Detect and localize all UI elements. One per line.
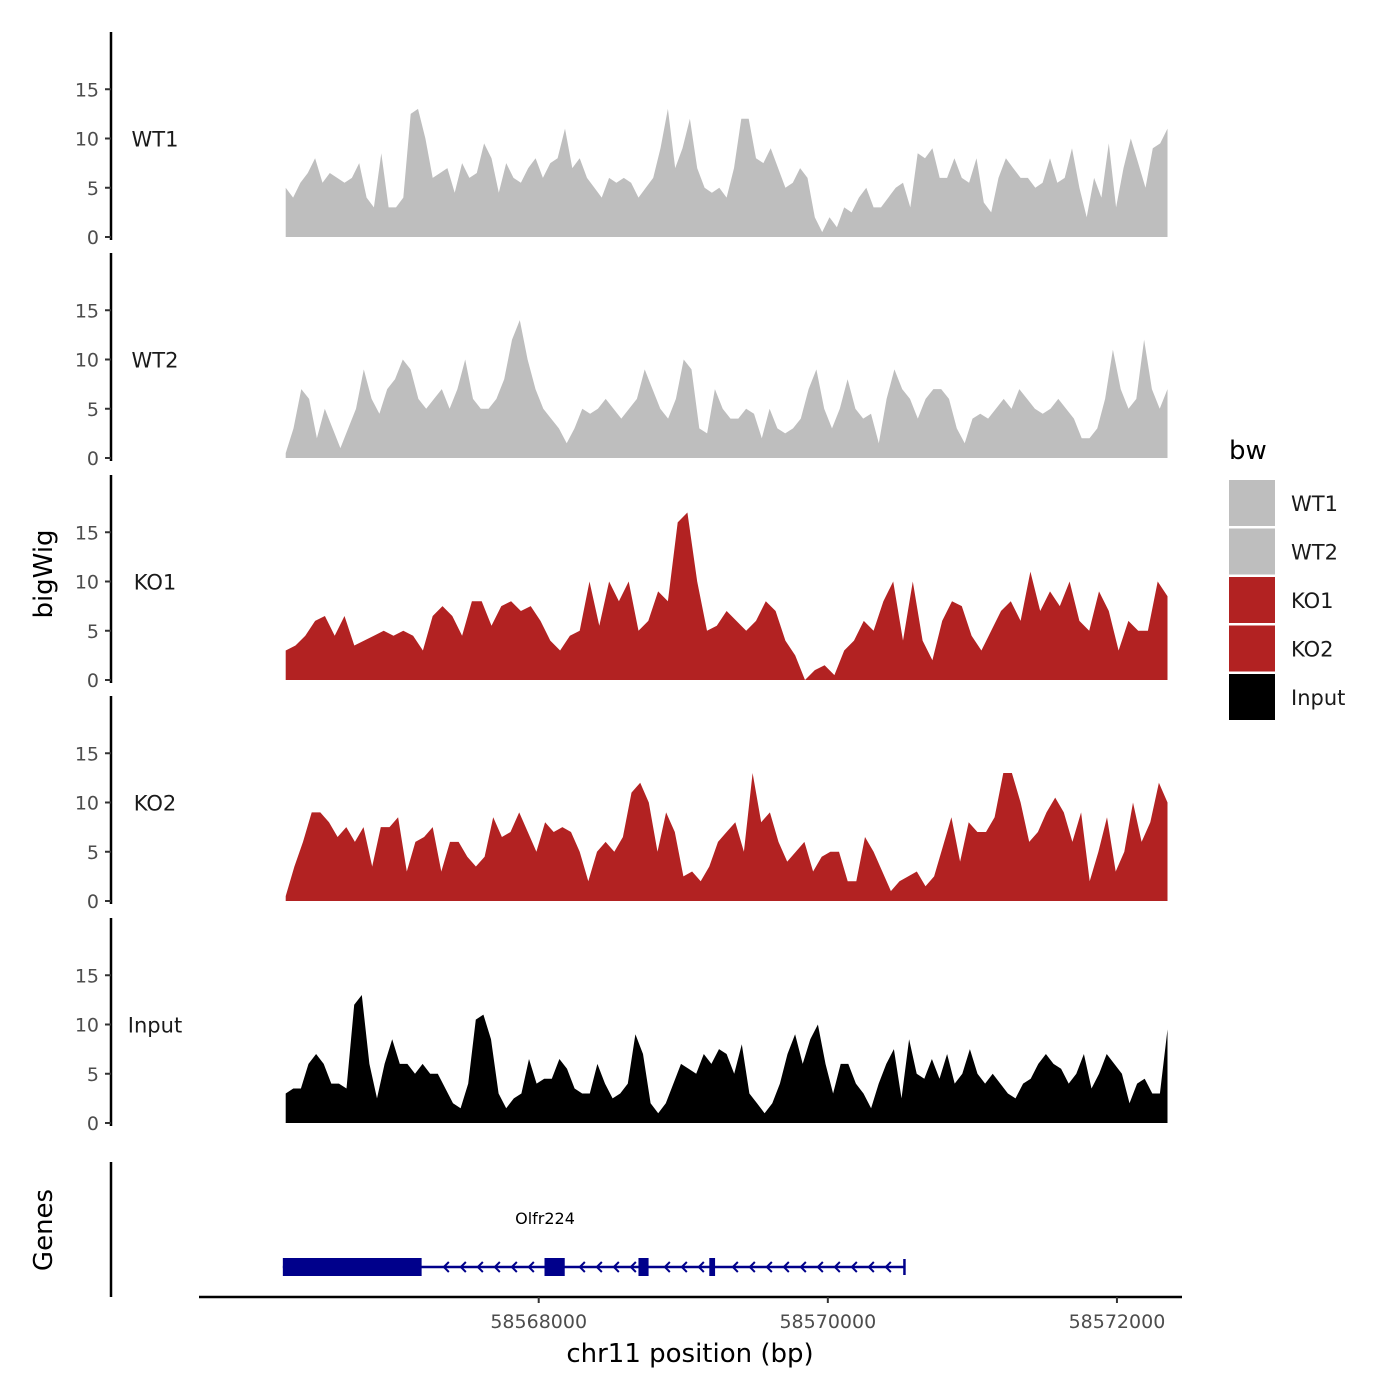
legend-swatch-wt2 (1229, 528, 1275, 575)
track-input: 0 5 10 15 Input (75, 918, 1168, 1135)
y-tick-label-input-10: 10 (75, 1015, 99, 1037)
y-tick-label-input-0: 0 (87, 1113, 99, 1135)
strand-chevron (816, 1261, 824, 1273)
strand-chevron (578, 1261, 586, 1273)
strand-chevron (782, 1261, 790, 1273)
y-tick-label-ko1-5: 5 (87, 621, 99, 643)
x-axis-ticks: 58568000 58570000 58572000 (490, 1297, 1165, 1333)
legend-label-input: Input (1291, 686, 1345, 710)
area-input (285, 995, 1168, 1123)
track-label-wt2: WT2 (132, 349, 179, 373)
legend: WT1 WT2 KO1 KO2 Input (1229, 480, 1345, 720)
legend-label-ko1: KO1 (1291, 589, 1334, 613)
y-tick-label-ko2-10: 10 (75, 793, 99, 815)
legend-swatch-input (1229, 674, 1275, 720)
strand-chevron (697, 1261, 705, 1273)
y-tick-label-wt2-5: 5 (87, 399, 99, 421)
track-label-input: Input (128, 1014, 182, 1038)
gene-exon-4 (709, 1258, 716, 1276)
track-label-ko1: KO1 (134, 571, 177, 595)
track-ko1: 0 5 10 15 KO1 (75, 475, 1168, 692)
y-tick-label-ko2-15: 15 (75, 743, 99, 765)
legend-swatch-ko1 (1229, 577, 1275, 623)
strand-chevron (510, 1261, 518, 1273)
y-tick-label-wt1-10: 10 (75, 129, 99, 151)
gene-label: Olfr224 (515, 1209, 575, 1228)
track-wt1: 0 5 10 15 WT1 (75, 32, 1168, 249)
gene-exon-3 (638, 1258, 649, 1276)
track-ko2: 0 5 10 15 KO2 (75, 696, 1168, 913)
legend-swatch-ko2 (1229, 625, 1275, 672)
strand-chevron (833, 1261, 841, 1273)
strand-chevron (527, 1261, 535, 1273)
x-tick-label-58570000: 58570000 (779, 1311, 876, 1333)
strand-chevron (442, 1261, 450, 1273)
gene-exon-2 (544, 1258, 565, 1276)
y-tick-label-wt1-15: 15 (75, 79, 99, 101)
strand-chevron (731, 1261, 739, 1273)
y-tick-label-ko1-0: 0 (87, 670, 99, 692)
y-tick-label-wt1-5: 5 (87, 178, 99, 200)
y-tick-label-input-5: 5 (87, 1064, 99, 1086)
track-wt2: 0 5 10 15 WT2 (75, 253, 1168, 470)
x-tick-label-58568000: 58568000 (490, 1311, 587, 1333)
strand-chevron (629, 1261, 637, 1273)
y-tick-label-ko1-10: 10 (75, 572, 99, 594)
track-label-wt1: WT1 (132, 128, 179, 152)
strand-chevron (799, 1261, 807, 1273)
strand-chevron (459, 1261, 467, 1273)
strand-chevron (595, 1261, 603, 1273)
gene-track (282, 1258, 906, 1276)
y-tick-label-wt2-0: 0 (87, 448, 99, 470)
gene-exon-1 (282, 1258, 422, 1276)
x-axis-title: chr11 position (bp) (566, 1339, 813, 1369)
legend-label-wt2: WT2 (1291, 541, 1338, 565)
legend-label-wt1: WT1 (1291, 492, 1338, 516)
strand-chevron (493, 1261, 501, 1273)
y-tick-label-input-15: 15 (75, 965, 99, 987)
area-ko2 (285, 773, 1168, 901)
y-tick-label-wt2-15: 15 (75, 300, 99, 322)
x-tick-label-58572000: 58572000 (1069, 1311, 1166, 1333)
legend-title: bw (1229, 436, 1267, 466)
strand-chevron (680, 1261, 688, 1273)
y-tick-label-wt2-10: 10 (75, 350, 99, 372)
tracks-layer: 0 5 10 15 WT1 0 5 10 15 WT2 0 5 10 15 KO1 0 5 10 15 KO2 0 5 10… (75, 32, 1168, 1135)
area-ko1 (285, 512, 1168, 680)
legend-swatch-wt1 (1229, 480, 1275, 526)
area-wt1 (285, 108, 1168, 238)
area-wt2 (285, 320, 1168, 458)
y-tick-label-wt1-0: 0 (87, 227, 99, 249)
y-axis-title-genes: Genes (29, 1189, 59, 1271)
strand-chevron (765, 1261, 773, 1273)
strand-chevron (884, 1261, 892, 1273)
y-axis-title-bigwig: bigWig (29, 529, 59, 618)
strand-chevron (476, 1261, 484, 1273)
legend-label-ko2: KO2 (1291, 638, 1334, 662)
strand-chevron (850, 1261, 858, 1273)
track-label-ko2: KO2 (134, 792, 177, 816)
strand-chevron (867, 1261, 875, 1273)
y-tick-label-ko1-15: 15 (75, 522, 99, 544)
strand-chevron (663, 1261, 671, 1273)
strand-chevron (612, 1261, 620, 1273)
y-tick-label-ko2-0: 0 (87, 891, 99, 913)
strand-chevron (748, 1261, 756, 1273)
y-tick-label-ko2-5: 5 (87, 842, 99, 864)
